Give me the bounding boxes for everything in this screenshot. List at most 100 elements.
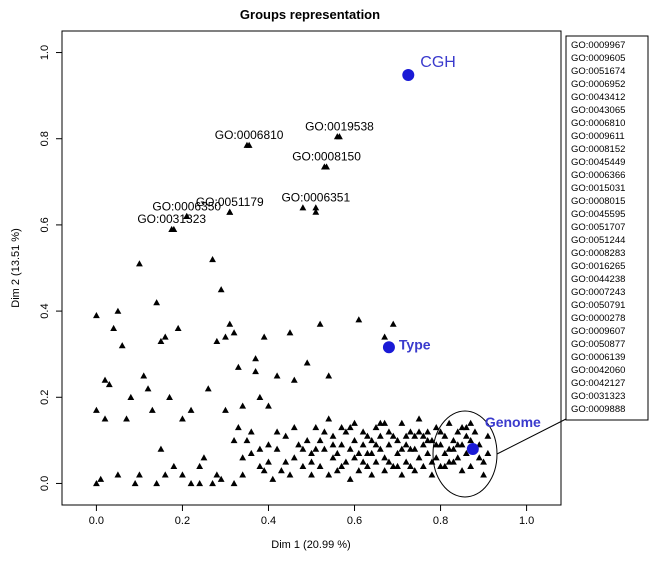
- go-term-item: GO:0006810: [571, 118, 625, 129]
- callout-line: [496, 418, 567, 455]
- data-point: [398, 471, 406, 478]
- data-point: [364, 449, 371, 457]
- data-point: [325, 372, 333, 379]
- point-label: GO:0006810: [215, 128, 284, 142]
- point-label: GO:0006350: [152, 199, 221, 213]
- data-point: [402, 441, 410, 448]
- data-point: [123, 415, 130, 422]
- go-term-item: GO:0050791: [571, 300, 625, 311]
- data-point: [338, 441, 346, 448]
- data-point: [484, 449, 492, 457]
- data-point: [398, 419, 406, 426]
- data-point: [239, 471, 247, 478]
- data-point: [161, 471, 169, 478]
- data-point: [480, 458, 487, 465]
- data-point: [394, 449, 401, 457]
- data-point: [462, 432, 470, 439]
- data-point: [321, 428, 328, 435]
- go-term-item: GO:0007243: [571, 287, 625, 298]
- data-point: [355, 449, 363, 457]
- data-point: [415, 454, 423, 461]
- highlight-point: [382, 341, 395, 354]
- data-point: [286, 471, 294, 478]
- data-point: [290, 424, 298, 431]
- data-point: [299, 445, 307, 452]
- data-point: [359, 441, 367, 448]
- data-point: [323, 163, 330, 170]
- data-point: [346, 475, 354, 482]
- data-point: [252, 355, 259, 362]
- data-point: [269, 475, 277, 482]
- data-point: [381, 419, 389, 426]
- data-point: [196, 462, 204, 469]
- data-point: [101, 376, 109, 383]
- data-point: [428, 436, 436, 444]
- data-point: [385, 458, 393, 465]
- y-tick-label: 0.2: [39, 390, 51, 405]
- y-tick-label: 0.6: [39, 217, 51, 232]
- data-point: [389, 462, 397, 469]
- data-point: [110, 324, 118, 332]
- go-term-item: GO:0031323: [571, 391, 625, 402]
- data-point: [372, 424, 380, 431]
- data-point: [265, 458, 272, 465]
- data-point: [355, 467, 363, 474]
- data-point: [183, 212, 191, 220]
- data-point: [209, 255, 216, 263]
- data-point: [168, 225, 176, 232]
- data-point: [415, 415, 423, 422]
- data-point: [445, 445, 453, 452]
- data-point: [273, 372, 281, 379]
- y-tick-label: 0.8: [39, 131, 51, 146]
- data-point: [338, 462, 346, 469]
- data-point: [196, 480, 204, 487]
- data-point: [273, 445, 281, 452]
- data-point: [458, 424, 466, 431]
- data-point: [376, 419, 384, 426]
- data-point: [346, 424, 354, 431]
- data-point: [441, 432, 449, 439]
- data-point: [437, 462, 444, 469]
- go-term-item: GO:0009607: [571, 326, 625, 337]
- y-tick-label: 0.4: [39, 303, 51, 318]
- data-point: [359, 458, 367, 465]
- data-point: [290, 454, 298, 461]
- data-point: [187, 406, 195, 413]
- data-point: [245, 141, 253, 148]
- data-point: [428, 471, 436, 478]
- data-point: [174, 324, 182, 332]
- go-term-item: GO:0009888: [571, 404, 625, 415]
- data-point: [222, 333, 229, 340]
- point-label: GO:0006351: [281, 191, 350, 205]
- data-point: [419, 441, 427, 448]
- data-point: [475, 454, 483, 461]
- data-point: [372, 458, 380, 465]
- data-point: [325, 471, 333, 478]
- data-point: [424, 449, 432, 457]
- data-point: [368, 449, 376, 457]
- data-point: [265, 402, 272, 409]
- data-point: [256, 462, 264, 469]
- data-point: [432, 454, 440, 461]
- data-point: [230, 436, 238, 444]
- data-point: [265, 441, 272, 448]
- highlight-label: Type: [399, 336, 431, 352]
- highlight-point: [466, 442, 479, 455]
- data-point: [282, 458, 290, 465]
- x-tick-label: 0.6: [347, 515, 362, 527]
- data-point: [407, 428, 414, 435]
- labels-layer: GO:0006810 GO:0019538 GO:0008150 GO:0006351…: [137, 120, 374, 232]
- data-point: [179, 415, 186, 422]
- data-point: [437, 441, 444, 448]
- go-term-item: GO:0050877: [571, 339, 625, 350]
- data-point: [308, 471, 315, 478]
- data-point: [217, 286, 225, 293]
- data-point: [424, 436, 432, 444]
- data-point: [136, 260, 143, 267]
- data-point: [118, 342, 126, 349]
- data-point: [97, 475, 105, 482]
- x-tick-label: 0.8: [433, 515, 448, 527]
- data-point: [170, 462, 178, 469]
- data-point: [200, 454, 208, 461]
- data-point: [454, 441, 462, 448]
